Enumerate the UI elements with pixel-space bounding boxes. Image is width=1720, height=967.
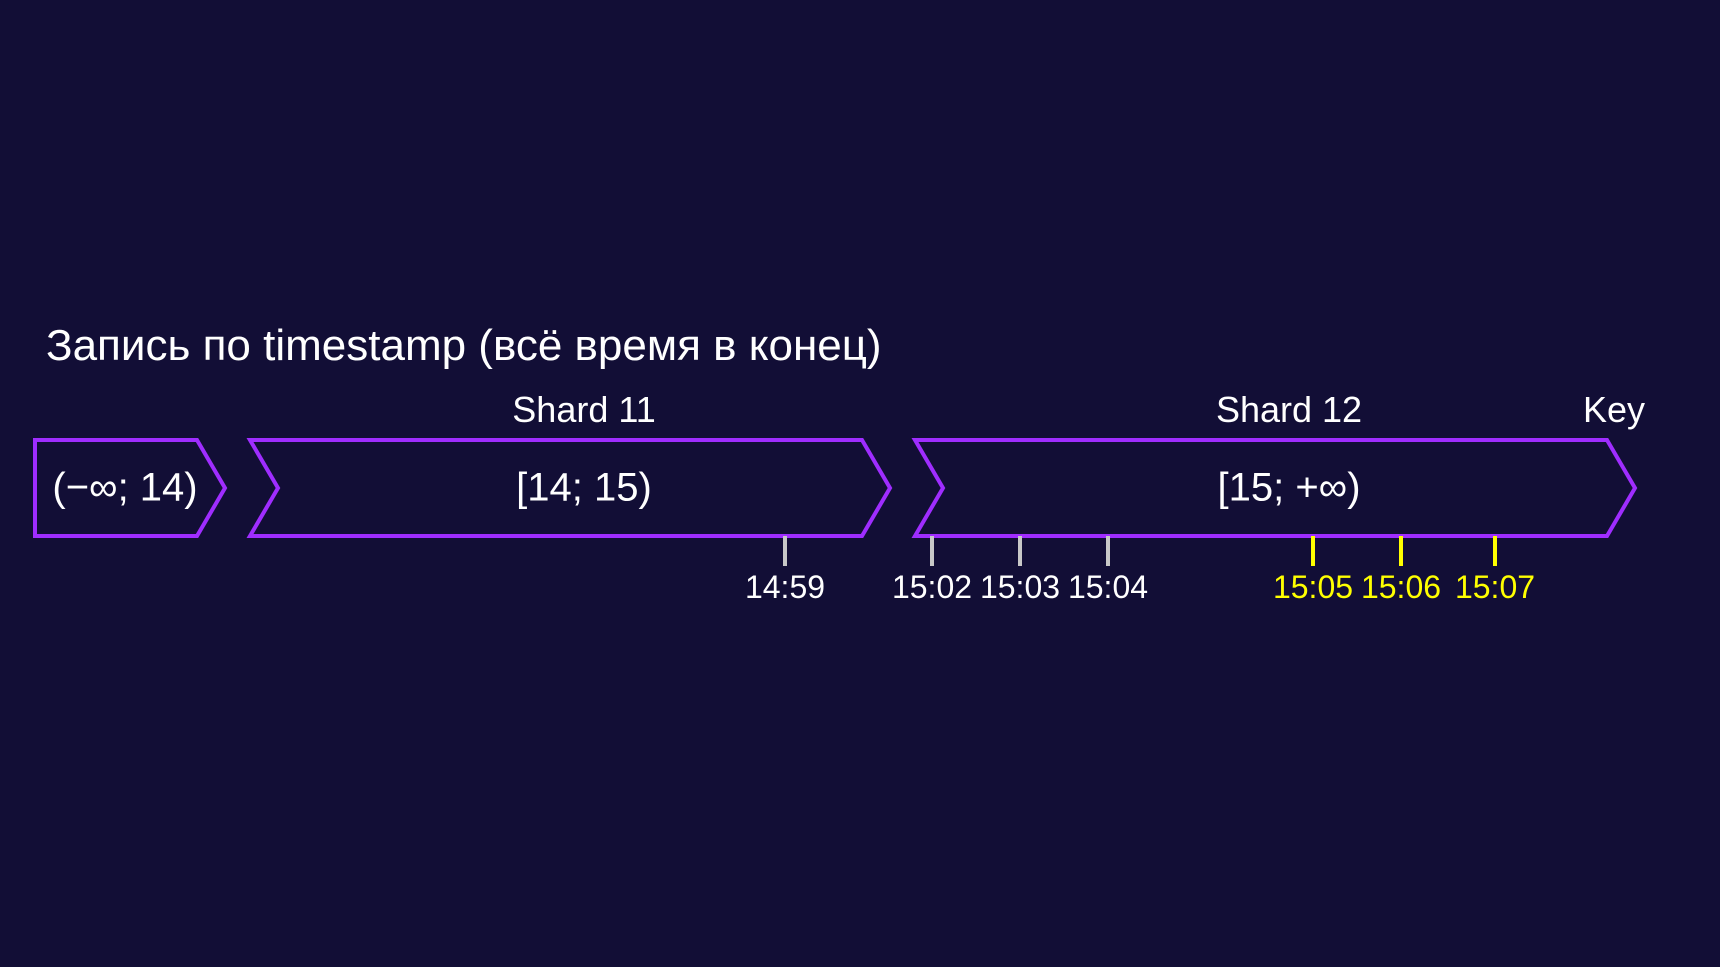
key-axis-label: Key: [1583, 389, 1645, 430]
shards-group: (−∞; 14) [14; 15) Shard 11 [15; +∞) Shard 12: [35, 389, 1635, 536]
shard-name-label: Shard 11: [512, 389, 655, 430]
shard-range-label: (−∞; 14): [52, 466, 197, 510]
timeline-tick-label: 14:59: [745, 569, 825, 605]
timeline-tick-label: 15:06: [1361, 569, 1441, 605]
timeline-tick-label: 15:07: [1455, 569, 1535, 605]
timeline-tick-label: 15:03: [980, 569, 1060, 605]
shard-range-label: [15; +∞): [1217, 466, 1360, 510]
timeline-tick-label: 15:02: [892, 569, 972, 605]
shard-timeline-diagram: Запись по timestamp (всё время в конец) …: [0, 0, 1720, 967]
shard-name-label: Shard 12: [1216, 389, 1362, 430]
diagram-title: Запись по timestamp (всё время в конец): [46, 321, 882, 370]
timeline-tick-label: 15:05: [1273, 569, 1353, 605]
shard-range-label: [14; 15): [516, 466, 652, 510]
ticks-group: 14:59 15:0215:0315:04 15:0515:06 15:07: [745, 536, 1535, 605]
timeline-tick-label: 15:04: [1068, 569, 1148, 605]
